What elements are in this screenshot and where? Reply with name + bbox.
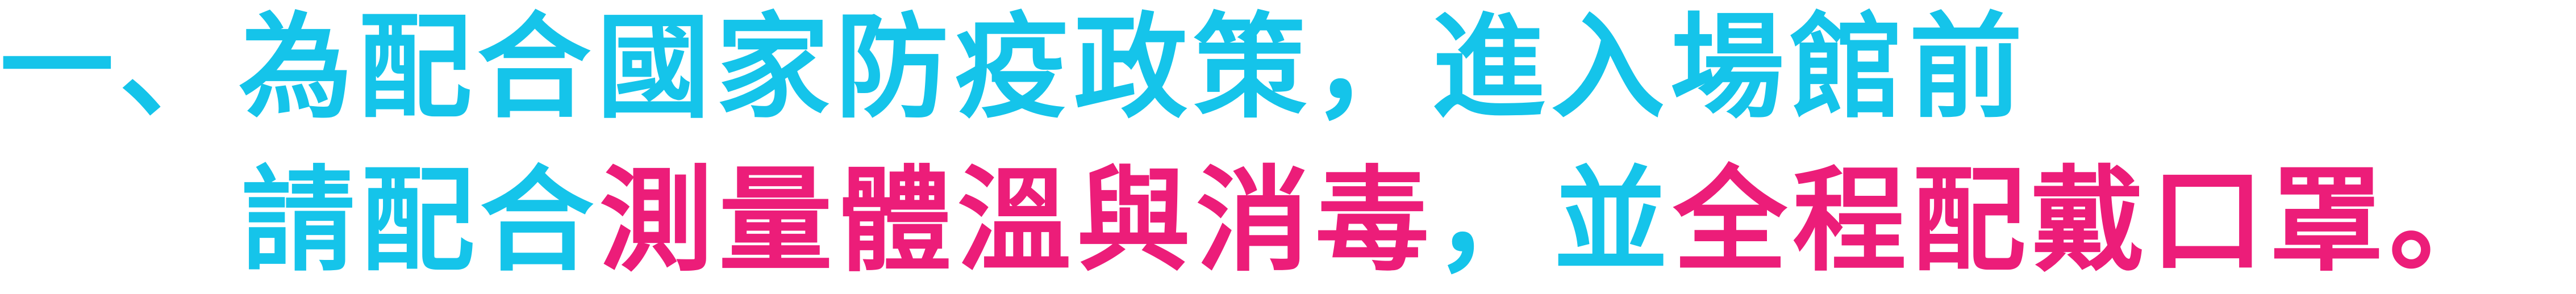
notice-line-2-part-3: ，並: [1435, 155, 1674, 287]
notice-line-1: 一、為配合國家防疫政策，進入場館前: [0, 0, 2028, 136]
list-marker: 一、: [0, 2, 239, 134]
notice-highlight-mask: 全程配戴口罩。: [1673, 155, 2509, 287]
notice-highlight-temperature-disinfection: 測量體溫與消毒: [599, 155, 1435, 287]
notice-line-2: 請配合測量體溫與消毒，並全程配戴口罩。: [241, 153, 2508, 289]
notice-line-2-part-1: 請配合: [241, 155, 600, 287]
notice-line-1-text: 為配合國家防疫政策，進入場館前: [239, 2, 2029, 134]
